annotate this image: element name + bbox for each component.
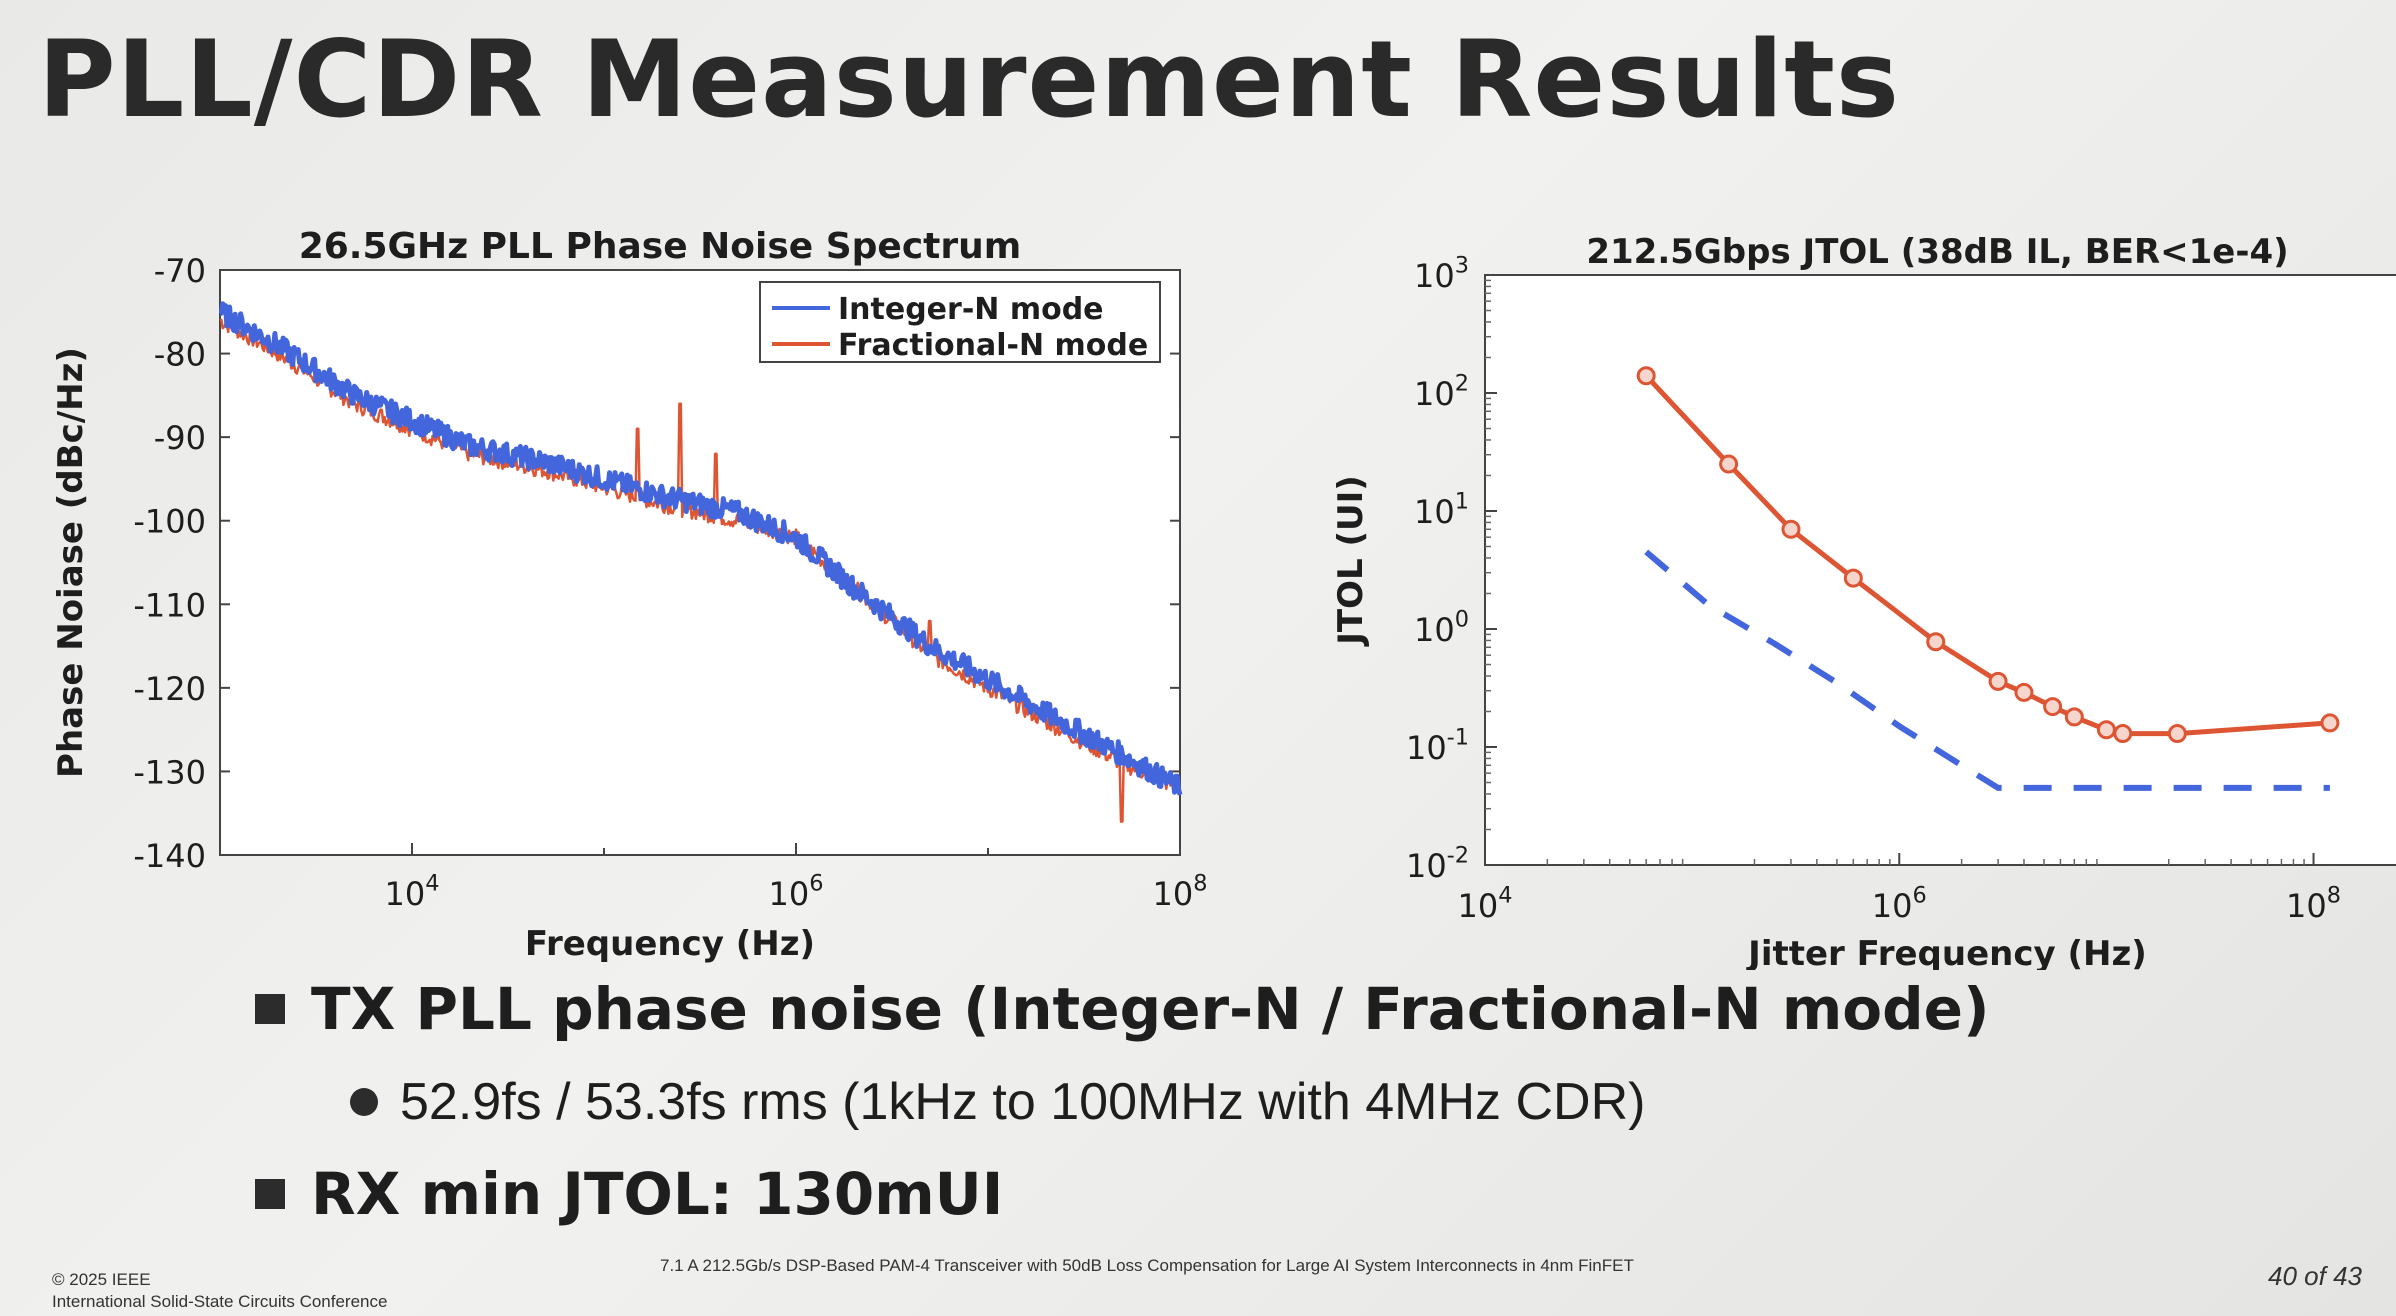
y-tick-label: 101 xyxy=(1414,489,1469,531)
x-tick-label: 108 xyxy=(2286,883,2341,925)
bullet-text: 52.9fs / 53.3fs rms (1kHz to 100MHz with… xyxy=(400,1073,1646,1131)
x-tick-label: 106 xyxy=(769,871,824,913)
square-bullet-icon xyxy=(255,993,285,1024)
y-tick-label: 102 xyxy=(1414,371,1469,413)
bullet-phase-noise: TX PLL phase noise (Integer-N / Fraction… xyxy=(255,975,1990,1043)
x-tick-label: 108 xyxy=(1153,871,1208,913)
jtol-point xyxy=(1636,366,1656,386)
series-line-integer-n xyxy=(218,301,1183,796)
y-tick-label: -130 xyxy=(133,753,206,791)
y-tick-label: -80 xyxy=(154,336,206,374)
jtol-point xyxy=(1988,671,2008,691)
jtol-svg: 212.5Gbps JTOL (38dB IL, BER<1e-4) 103 102… xyxy=(1331,232,2396,970)
x-tick-label: 104 xyxy=(1458,883,1513,925)
y-axis-label: Phase Noiase (dBc/Hz) xyxy=(51,347,91,778)
square-bullet-icon xyxy=(255,1178,285,1209)
y-tick-label: -140 xyxy=(133,837,206,875)
y-tick-label: -110 xyxy=(133,586,206,624)
jtol-point xyxy=(2043,697,2063,717)
y-tick-label: -90 xyxy=(154,419,206,457)
jtol-point xyxy=(1843,568,1863,588)
jtol-point xyxy=(1719,454,1739,474)
footer-copyright: © 2025 IEEE xyxy=(52,1270,151,1289)
legend-label: Integer-N mode xyxy=(838,292,1104,327)
chart-title: 212.5Gbps JTOL (38dB IL, BER<1e-4) xyxy=(1586,232,2288,272)
footer-conference: International Solid-State Circuits Confe… xyxy=(52,1292,388,1311)
x-tick-label: 104 xyxy=(385,871,440,913)
dot-bullet-icon xyxy=(350,1088,378,1117)
plot-area xyxy=(1484,274,2396,866)
y-tick-label: 10-1 xyxy=(1406,725,1469,767)
jtol-point xyxy=(2320,713,2340,733)
x-axis-label: Frequency (Hz) xyxy=(525,924,815,964)
plot-area xyxy=(219,269,1181,856)
jtol-point xyxy=(2064,707,2084,727)
phase-noise-chart: 26.5GHz PLL Phase Noise Spectrum -70 -80 -9… xyxy=(40,200,1220,970)
footer-paper-title: 7.1 A 212.5Gb/s DSP-Based PAM-4 Transcei… xyxy=(660,1256,1634,1275)
legend-box xyxy=(759,281,1161,363)
y-tick-label: 103 xyxy=(1414,253,1469,295)
bullet-jtol: RX min JTOL: 130mUI xyxy=(255,1160,1003,1228)
jtol-point xyxy=(2096,720,2116,740)
x-tick-label: 106 xyxy=(1872,883,1927,925)
jtol-point xyxy=(2014,682,2034,702)
y-tick-label: 100 xyxy=(1414,607,1469,649)
jtol-chart: 212.5Gbps JTOL (38dB IL, BER<1e-4) 103 102… xyxy=(1300,220,2396,970)
jtol-point xyxy=(1926,632,1946,652)
y-tick-label: -100 xyxy=(133,503,206,541)
bullet-text: RX min JTOL: 130mUI xyxy=(311,1160,1004,1228)
page-number: 40 of 43 xyxy=(2268,1261,2362,1291)
x-axis-label: Jitter Frequency (Hz) xyxy=(1746,934,2147,970)
y-tick-label: -120 xyxy=(133,670,206,708)
jtol-point xyxy=(2167,724,2187,744)
bullet-text: TX PLL phase noise (Integer-N / Fraction… xyxy=(311,975,1990,1043)
jtol-point xyxy=(2113,724,2133,744)
legend-label: Fractional-N mode xyxy=(838,328,1148,363)
chart-title: 26.5GHz PLL Phase Noise Spectrum xyxy=(299,226,1022,267)
y-axis-label: JTOL (UI) xyxy=(1331,475,1371,647)
jtol-point xyxy=(1781,519,1801,539)
slide-title: PLL/CDR Measurement Results xyxy=(38,18,1900,141)
y-tick-label: -70 xyxy=(154,252,206,290)
phase-noise-svg: 26.5GHz PLL Phase Noise Spectrum -70 -80 -9… xyxy=(51,226,1208,964)
sub-bullet-rms: 52.9fs / 53.3fs rms (1kHz to 100MHz with… xyxy=(350,1072,1645,1132)
jtol-mask-line xyxy=(1644,549,2330,791)
y-tick-label: 10-2 xyxy=(1406,843,1469,885)
